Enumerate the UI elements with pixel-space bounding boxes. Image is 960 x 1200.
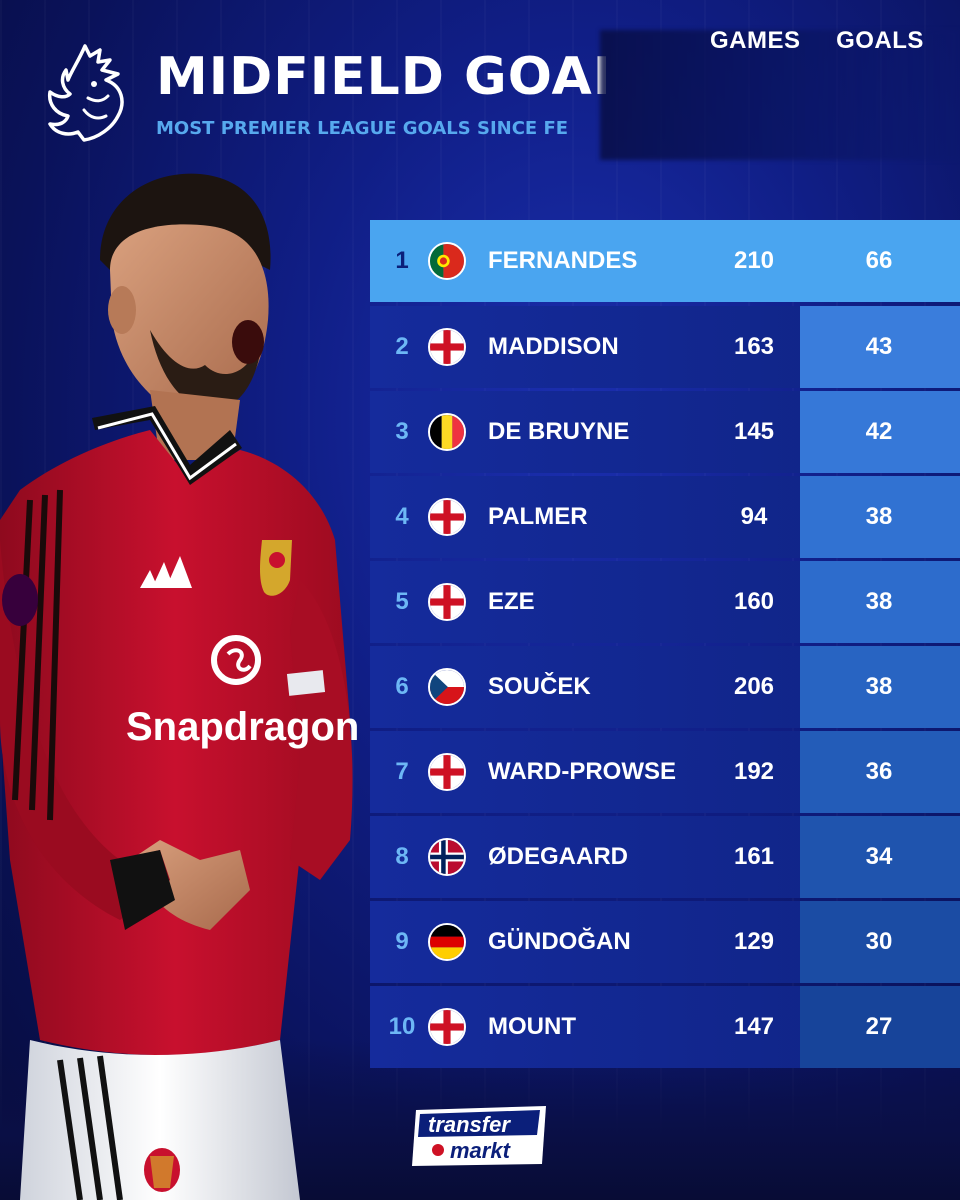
england-flag-icon <box>428 583 466 621</box>
belgium-flag-icon <box>428 413 466 451</box>
player-name: ØDEGAARD <box>488 843 629 870</box>
table-row: 6 SOUČEK 206 38 <box>370 646 960 728</box>
rank-number: 10 <box>388 1013 416 1040</box>
goals-value: 27 <box>865 1013 893 1040</box>
goals-cell-bg <box>800 220 960 302</box>
goals-cell-bg <box>800 816 960 898</box>
rank-number: 6 <box>395 673 409 700</box>
logo-text-markt: markt <box>450 1138 512 1163</box>
goals-value: 38 <box>865 503 893 530</box>
games-value: 192 <box>733 758 775 785</box>
goals-value: 36 <box>865 758 893 785</box>
games-value: 161 <box>733 843 775 870</box>
player-name: EZE <box>488 588 535 615</box>
czech-flag-icon <box>428 668 466 706</box>
player-name: MADDISON <box>488 333 619 360</box>
shirt-sponsor-text: Snapdragon <box>126 705 359 749</box>
logo-text-transfer: transfer <box>428 1112 511 1137</box>
goals-cell-bg <box>800 306 960 388</box>
player-name: MOUNT <box>488 1013 576 1040</box>
rank-number: 7 <box>395 758 409 785</box>
page-subtitle: MOST PREMIER LEAGUE GOALS SINCE FE <box>156 118 569 139</box>
goals-cell-bg <box>800 391 960 473</box>
table-row: 5 EZE 160 38 <box>370 561 960 643</box>
games-value: 94 <box>740 503 768 530</box>
games-value: 147 <box>733 1013 775 1040</box>
player-name: SOUČEK <box>488 673 591 700</box>
rank-number: 5 <box>395 588 409 615</box>
player-name: DE BRUYNE <box>488 418 630 445</box>
goals-column-header: GOALS <box>836 27 924 54</box>
rank-number: 4 <box>395 503 409 530</box>
portugal-flag-icon <box>428 242 466 280</box>
player-name: GÜNDOĞAN <box>488 928 631 955</box>
transfermarkt-logo: transfer markt <box>412 1106 546 1166</box>
rank-number: 9 <box>395 928 409 955</box>
england-flag-icon <box>428 753 466 791</box>
goals-value: 42 <box>865 418 893 445</box>
goals-value: 34 <box>865 843 893 870</box>
player-name: PALMER <box>488 503 588 530</box>
games-value: 129 <box>733 928 775 955</box>
goals-value: 30 <box>865 928 893 955</box>
games-column-header: GAMES <box>710 27 801 54</box>
table-row: 10 MOUNT 147 27 <box>370 986 960 1068</box>
page-title: MIDFIELD GOAL <box>156 47 606 107</box>
rank-number: 1 <box>395 247 409 274</box>
table-row: 2 MADDISON 163 43 <box>370 306 960 388</box>
goals-cell-bg <box>800 731 960 813</box>
premier-league-lion-logo <box>47 44 124 142</box>
goals-cell-bg <box>800 901 960 983</box>
table-row: 3 DE BRUYNE 145 42 <box>370 391 960 473</box>
england-flag-icon <box>428 1008 466 1046</box>
goals-value: 66 <box>865 247 893 274</box>
player-name: WARD-PROWSE <box>488 758 676 785</box>
player-photo: Snapdragon <box>0 173 359 1200</box>
rank-number: 8 <box>395 843 409 870</box>
goals-value: 38 <box>865 673 893 700</box>
games-value: 145 <box>733 418 775 445</box>
games-value: 206 <box>733 673 775 700</box>
rank-number: 2 <box>395 333 409 360</box>
goals-cell-bg <box>800 561 960 643</box>
england-flag-icon <box>428 498 466 536</box>
england-flag-icon <box>428 328 466 366</box>
games-value: 210 <box>733 247 775 274</box>
games-value: 163 <box>733 333 775 360</box>
table-row: 9 GÜNDOĞAN 129 30 <box>370 901 960 983</box>
norway-flag-icon <box>428 838 466 876</box>
table-row: 1 FERNANDES 210 66 <box>370 220 960 302</box>
goals-cell-bg <box>800 476 960 558</box>
title-blur-overlay <box>600 30 960 160</box>
germany-flag-icon <box>428 923 466 961</box>
games-value: 160 <box>733 588 775 615</box>
table-row: 7 WARD-PROWSE 192 36 <box>370 731 960 813</box>
goals-value: 43 <box>865 333 893 360</box>
goals-value: 38 <box>865 588 893 615</box>
table-row: 8 ØDEGAARD 161 34 <box>370 816 960 898</box>
player-name: FERNANDES <box>488 247 638 274</box>
goals-cell-bg <box>800 986 960 1068</box>
rank-number: 3 <box>395 418 409 445</box>
goals-cell-bg <box>800 646 960 728</box>
table-row: 4 PALMER 94 38 <box>370 476 960 558</box>
